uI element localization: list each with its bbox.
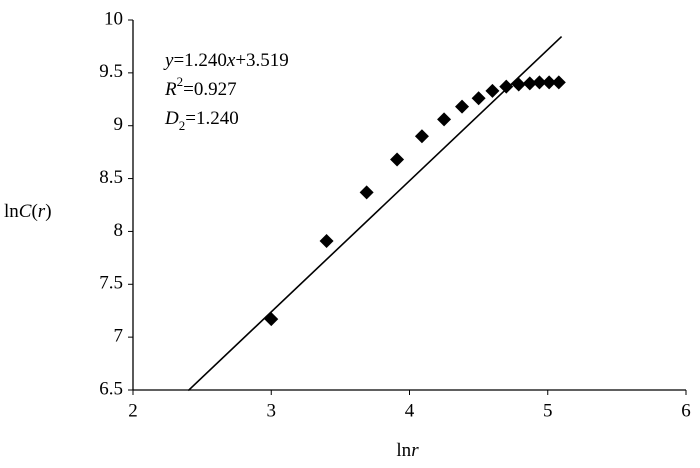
text-part: ln [4,201,19,222]
trend-line [187,36,563,392]
y-tick-label: 8 [114,220,124,241]
text-part: ) [45,201,51,222]
y-axis-title: lnC(r) [4,201,52,222]
point [551,75,566,90]
y-tick-label: 8.5 [99,167,123,188]
point [455,99,470,114]
y-tick-label: 9.5 [99,61,123,82]
x-tick-label: 2 [128,400,138,421]
y-tick-label: 7.5 [99,273,123,294]
annotation: y=1.240x+3.519 [163,50,289,71]
text-part: 2 [179,118,186,133]
text-part: C [19,201,32,222]
point [414,129,429,144]
point [471,91,486,106]
point [532,75,547,90]
point [264,312,279,327]
point [522,76,537,91]
text-part: 2 [177,74,184,89]
text-part: R [164,79,177,100]
text-part: ln [396,440,411,461]
text-part: D [164,108,179,129]
annotation: R2=0.927 [164,74,237,100]
x-tick-label: 6 [681,400,691,421]
annotation: D2=1.240 [164,108,239,133]
x-tick-label: 5 [543,400,553,421]
point [390,152,405,167]
y-tick-label: 7 [114,326,124,347]
y-tick-label: 10 [104,8,123,29]
text-part: ( [31,201,37,222]
point [359,185,374,200]
text-part: y [163,50,174,71]
text-part: r [411,440,419,461]
text-part: r [38,201,46,222]
text-part: +3.519 [235,50,288,71]
point [319,233,334,248]
y-tick-label: 9 [114,114,124,135]
text-part: =0.927 [183,79,236,100]
text-part: =1.240 [185,108,238,129]
x-axis-title: lnr [396,440,419,461]
x-tick-label: 3 [267,400,277,421]
point [485,83,500,98]
y-tick-label: 6.5 [99,378,123,399]
x-tick-label: 4 [405,400,415,421]
point [511,77,526,92]
point [542,75,557,90]
text-part: x [226,50,236,71]
text-part: =1.240 [173,50,226,71]
point [437,112,452,127]
point [499,79,514,94]
